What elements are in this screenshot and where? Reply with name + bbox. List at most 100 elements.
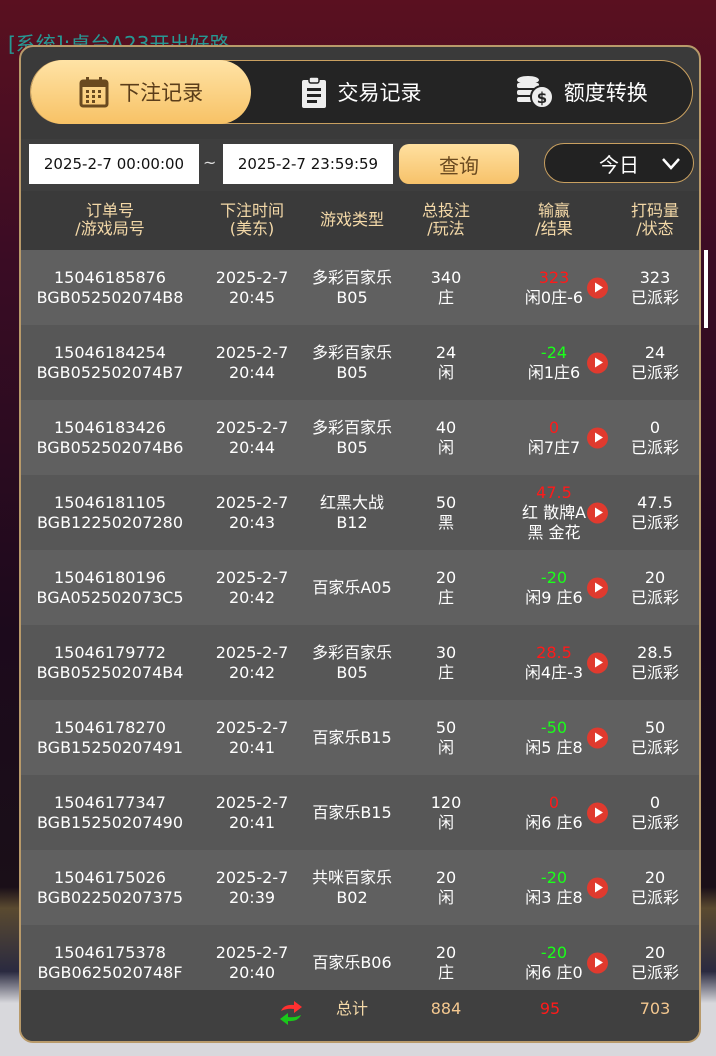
table-row[interactable]: 15046179772 BGB052502074B4 2025-2-7 20:42 多彩… [21,625,699,700]
bet-cell: 40 闲 [435,417,457,457]
game-cell: 多彩百家乐 B05 [311,342,393,382]
order-cell: 15046184254 BGB052502074B7 [36,342,184,382]
status-cell: 20 已派彩 [630,867,680,907]
bet-cell: 50 闲 [435,717,457,757]
col-order: 订单号/游戏局号 [75,201,145,238]
chevron-down-icon [662,158,680,170]
status-cell: 20 已派彩 [630,942,680,982]
result-cell: 323 闲0庄-6 [524,267,584,307]
status-cell: 50 已派彩 [630,717,680,757]
query-button[interactable]: 查询 [399,144,519,184]
scrollbar[interactable] [704,250,708,328]
records-modal: 下注记录 交易记录 $ 额度转换 2025-2-7 00:00:00 ~ 202… [19,45,701,1043]
status-cell: 24 已派彩 [630,342,680,382]
order-cell: 15046185876 BGB052502074B8 [36,267,184,307]
play-replay-icon[interactable] [587,577,608,598]
play-replay-icon[interactable] [587,427,608,448]
table-row[interactable]: 15046175378 BGB0625020748F 2025-2-7 20:40 百家… [21,925,699,1000]
table-row[interactable]: 15046184254 BGB052502074B7 2025-2-7 20:44 多彩… [21,325,699,400]
col-total-bet: 总投注/玩法 [421,201,471,238]
status-cell: 0 已派彩 [630,417,680,457]
table-row[interactable]: 15046183426 BGB052502074B6 2025-2-7 20:44 多彩… [21,400,699,475]
date-filter-bar: 2025-2-7 00:00:00 ~ 2025-2-7 23:59:59 查询… [21,139,699,191]
tab-label: 额度转换 [563,81,648,105]
svg-text:$: $ [537,89,547,107]
range-separator: ~ [203,153,217,172]
play-replay-icon[interactable] [587,877,608,898]
records-table: 15046185876 BGB052502074B8 2025-2-7 20:45 多彩… [21,250,699,1000]
time-cell: 2025-2-7 20:41 [215,717,289,757]
total-win: 95 [539,999,561,1018]
date-range-value: 今日 [599,152,639,177]
col-game-type: 游戏类型 [319,210,385,229]
order-cell: 15046178270 BGB15250207491 [36,717,184,757]
start-datetime-input[interactable]: 2025-2-7 00:00:00 [29,144,199,184]
table-header: 订单号/游戏局号 下注时间 (美东) 游戏类型 总投注/玩法 输赢/结果 打码量 /… [21,192,699,250]
game-cell: 红黑大战 B12 [319,492,385,532]
play-replay-icon[interactable] [587,802,608,823]
bet-cell: 20 庄 [435,567,457,607]
game-cell: 多彩百家乐 B05 [311,417,393,457]
result-cell: -24 闲1庄6 [527,342,581,382]
bet-cell: 120 闲 [430,792,462,832]
total-valid: 703 [639,999,671,1018]
result-cell: 0 闲7庄7 [527,417,581,457]
table-row[interactable]: 15046178270 BGB15250207491 2025-2-7 20:41 百家… [21,700,699,775]
game-cell: 百家乐B06 [312,952,392,972]
calendar-icon [79,77,109,108]
col-valid-bet: 打码量/状态 [630,201,680,238]
time-cell: 2025-2-7 20:42 [215,642,289,682]
status-cell: 47.5 已派彩 [630,492,680,532]
order-cell: 15046180196 BGA052502073C5 [36,567,184,607]
play-replay-icon[interactable] [587,277,608,298]
bet-cell: 340 庄 [430,267,462,307]
table-row[interactable]: 15046177347 BGB15250207490 2025-2-7 20:41 百家… [21,775,699,850]
play-replay-icon[interactable] [587,502,608,523]
col-win-loss: 输赢/结果 [535,201,573,238]
total-bet: 884 [430,999,462,1018]
play-replay-icon[interactable] [587,652,608,673]
bet-cell: 24 闲 [435,342,457,382]
tab-bet-records[interactable]: 下注记录 [31,60,252,124]
table-row[interactable]: 15046185876 BGB052502074B8 2025-2-7 20:45 多彩… [21,250,699,325]
play-replay-icon[interactable] [587,727,608,748]
tab-bar: 下注记录 交易记录 $ 额度转换 [30,60,693,124]
status-cell: 20 已派彩 [630,567,680,607]
table-row[interactable]: 15046175026 BGB02250207375 2025-2-7 20:39 共咪… [21,850,699,925]
tab-credit-transfer[interactable]: $ 额度转换 [472,61,692,123]
total-label: 总计 [335,999,369,1018]
play-replay-icon[interactable] [587,952,608,973]
result-cell: 47.5 红 散牌A 黑 金花 [521,482,587,542]
refresh-arrows-icon[interactable] [278,1000,304,1026]
time-cell: 2025-2-7 20:41 [215,792,289,832]
result-cell: -50 闲5 庄8 [525,717,583,757]
time-cell: 2025-2-7 20:40 [215,942,289,982]
order-cell: 15046181105 BGB12250207280 [36,492,184,532]
bet-cell: 20 庄 [435,942,457,982]
totals-row: 总计 884 95 703 [21,990,699,1041]
result-cell: 0 闲6 庄6 [525,792,583,832]
clipboard-icon [302,76,327,108]
time-cell: 2025-2-7 20:45 [215,267,289,307]
table-row[interactable]: 15046181105 BGB12250207280 2025-2-7 20:43 红黑… [21,475,699,550]
order-cell: 15046175026 BGB02250207375 [36,867,184,907]
table-row[interactable]: 15046180196 BGA052502073C5 2025-2-7 20:42 百家… [21,550,699,625]
order-cell: 15046183426 BGB052502074B6 [36,417,184,457]
play-replay-icon[interactable] [587,352,608,373]
time-cell: 2025-2-7 20:44 [215,342,289,382]
bet-cell: 30 庄 [435,642,457,682]
result-cell: -20 闲3 庄8 [525,867,583,907]
order-cell: 15046179772 BGB052502074B4 [36,642,184,682]
end-datetime-input[interactable]: 2025-2-7 23:59:59 [223,144,393,184]
date-range-select[interactable]: 今日 [544,143,694,183]
time-cell: 2025-2-7 20:43 [215,492,289,532]
status-cell: 323 已派彩 [630,267,680,307]
order-cell: 15046175378 BGB0625020748F [37,942,183,982]
tab-transaction-records[interactable]: 交易记录 [251,61,471,123]
status-cell: 0 已派彩 [630,792,680,832]
order-cell: 15046177347 BGB15250207490 [36,792,184,832]
time-cell: 2025-2-7 20:39 [215,867,289,907]
bet-cell: 20 闲 [435,867,457,907]
game-cell: 百家乐B15 [312,727,392,747]
result-cell: 28.5 闲4庄-3 [524,642,584,682]
